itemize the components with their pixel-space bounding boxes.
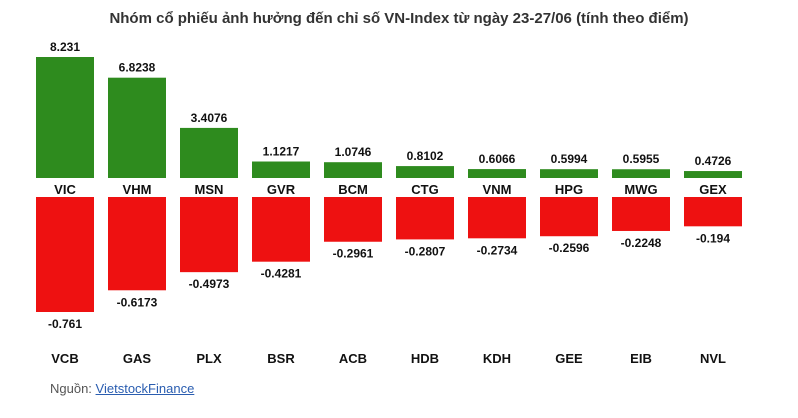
positive-bar	[396, 166, 454, 178]
negative-category-label: PLX	[196, 351, 222, 366]
negative-category-label: GEE	[555, 351, 583, 366]
positive-category-label: MSN	[195, 182, 224, 197]
positive-category-label: BCM	[338, 182, 368, 197]
positive-bar	[684, 171, 742, 178]
negative-bar	[36, 197, 94, 312]
positive-value-label: 0.6066	[479, 152, 516, 166]
positive-bar	[324, 162, 382, 178]
negative-category-label: EIB	[630, 351, 652, 366]
positive-value-label: 1.1217	[263, 145, 300, 159]
positive-category-label: VIC	[54, 182, 76, 197]
positive-value-label: 6.8238	[119, 61, 156, 75]
negative-bar	[324, 197, 382, 242]
source-note: Nguồn: VietstockFinance	[50, 381, 194, 396]
negative-value-label: -0.2807	[405, 244, 446, 258]
source-link[interactable]: VietstockFinance	[95, 381, 195, 396]
positive-bar	[108, 77, 166, 178]
positive-value-label: 0.5955	[623, 152, 660, 166]
source-label: Nguồn:	[50, 381, 96, 396]
positive-value-label: 0.8102	[407, 149, 444, 163]
negative-bar	[108, 197, 166, 291]
positive-bar	[468, 169, 526, 178]
negative-bar	[252, 197, 310, 262]
chart-title: Nhóm cổ phiếu ảnh hưởng đến chỉ số VN-In…	[109, 10, 689, 27]
negative-value-label: -0.2734	[477, 243, 518, 257]
negative-value-label: -0.2596	[549, 241, 590, 255]
positive-category-label: GEX	[699, 182, 727, 197]
negative-value-label: -0.761	[48, 317, 82, 331]
positive-bar	[252, 161, 310, 178]
negative-category-label: HDB	[411, 351, 439, 366]
negative-bar	[684, 197, 742, 227]
positive-value-label: 0.4726	[695, 154, 732, 168]
positive-bar	[180, 127, 238, 178]
positive-bar	[540, 169, 598, 178]
negative-bar	[180, 197, 238, 273]
positive-category-label: CTG	[411, 182, 438, 197]
positive-category-label: HPG	[555, 182, 583, 197]
negative-value-label: -0.194	[696, 231, 730, 245]
positive-value-label: 0.5994	[551, 152, 588, 166]
positive-value-label: 3.4076	[191, 111, 228, 125]
positive-category-label: VHM	[123, 182, 152, 197]
positive-bar	[612, 169, 670, 178]
negative-value-label: -0.4973	[189, 277, 230, 291]
negative-category-label: GAS	[123, 351, 152, 366]
positive-category-label: GVR	[267, 182, 296, 197]
negative-category-label: KDH	[483, 351, 511, 366]
negative-bar	[396, 197, 454, 240]
negative-bar	[468, 197, 526, 239]
negative-value-label: -0.6173	[117, 295, 158, 309]
positive-value-label: 1.0746	[335, 145, 372, 159]
positive-value-label: 8.231	[50, 40, 80, 54]
positive-bar	[36, 57, 94, 178]
negative-value-label: -0.2961	[333, 247, 374, 261]
negative-bar	[612, 197, 670, 231]
positive-category-label: VNM	[483, 182, 512, 197]
negative-category-label: BSR	[267, 351, 295, 366]
negative-category-label: VCB	[51, 351, 78, 366]
negative-bar	[540, 197, 598, 237]
negative-category-label: ACB	[339, 351, 367, 366]
positive-category-label: MWG	[624, 182, 657, 197]
negative-value-label: -0.4281	[261, 267, 302, 281]
negative-category-label: NVL	[700, 351, 726, 366]
negative-value-label: -0.2248	[621, 236, 662, 250]
